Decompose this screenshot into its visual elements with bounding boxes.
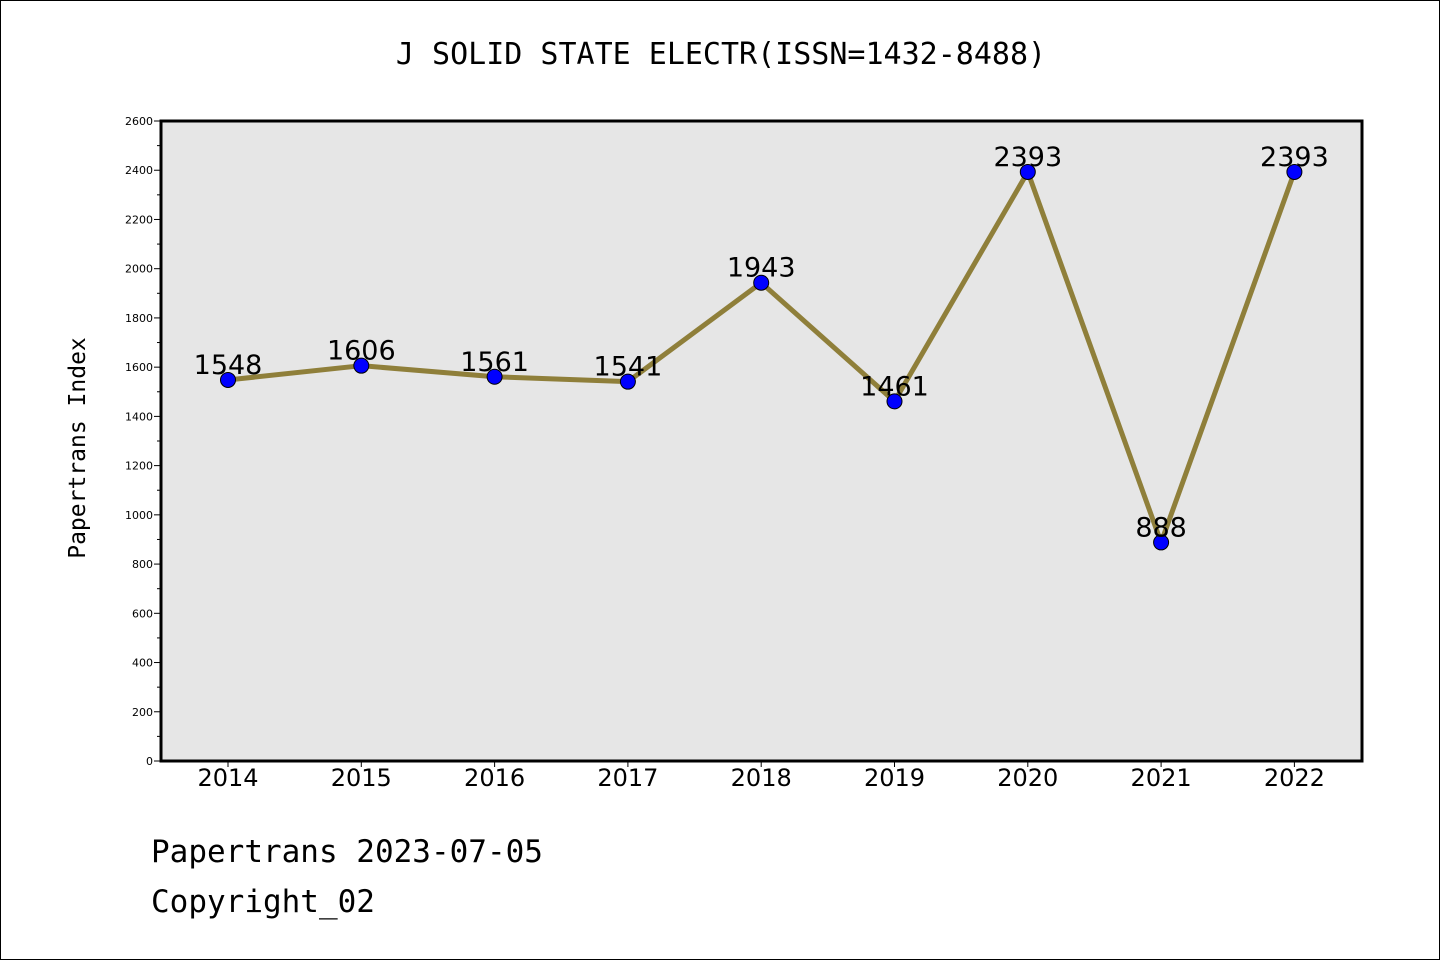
data-point (1153, 534, 1170, 551)
footer-copyright: Copyright_02 (151, 884, 375, 920)
y-tick-label: 2400 (125, 164, 153, 177)
y-tick-label: 2200 (125, 213, 153, 226)
data-labels: 1548 1606 1561 1541 1943 1461 2393 888 2393 (194, 142, 1329, 543)
data-label: 1561 (460, 347, 529, 378)
y-tick-label: 400 (132, 657, 153, 670)
data-point (220, 371, 236, 388)
data-point (353, 357, 370, 374)
y-tick-label: 600 (132, 607, 153, 620)
data-point (1286, 163, 1303, 180)
y-axis-label: Papertrans Index (65, 337, 91, 559)
y-tick-label: 2600 (125, 115, 153, 128)
data-label: 888 (1135, 512, 1187, 543)
data-label: 1943 (727, 253, 796, 284)
y-tick-label: 200 (132, 706, 153, 719)
data-label: 1606 (327, 336, 396, 367)
y-tick-label: 0 (146, 755, 153, 768)
data-label: 1461 (860, 371, 929, 402)
y-tick-label: 1200 (125, 460, 153, 473)
y-tick-label: 800 (132, 558, 153, 571)
x-axis: 2014 2015 2016 2017 2018 2019 2020 2021 2022 (197, 761, 1325, 792)
y-tick-label: 1600 (125, 361, 153, 374)
x-tick-label: 2019 (864, 764, 925, 792)
x-tick-label: 2018 (731, 764, 792, 792)
y-axis: 0 200 400 600 800 1000 1200 1400 1600 1800 2000 220… (125, 115, 161, 768)
y-tick-label: 1800 (125, 312, 153, 325)
data-label: 2393 (993, 142, 1062, 173)
data-point (619, 373, 636, 390)
y-tick-label: 2000 (125, 263, 153, 276)
x-tick-label: 2017 (597, 764, 658, 792)
footer-date: Papertrans 2023-07-05 (151, 834, 543, 870)
y-tick-label: 1000 (125, 509, 153, 522)
data-label: 2393 (1260, 142, 1329, 173)
plot-background (159, 119, 1364, 763)
data-label: 1541 (594, 352, 663, 383)
data-point (1019, 163, 1036, 180)
x-tick-label: 2022 (1264, 764, 1325, 792)
data-label: 1548 (194, 350, 263, 381)
x-tick-label: 2020 (997, 764, 1058, 792)
data-point (886, 393, 903, 410)
x-tick-label: 2021 (1131, 764, 1192, 792)
x-tick-label: 2014 (197, 764, 258, 792)
x-tick-label: 2016 (464, 764, 525, 792)
data-point (486, 368, 503, 385)
series-markers (220, 163, 1303, 551)
chart-title: J SOLID STATE ELECTR(ISSN=1432-8488) (395, 37, 1047, 72)
x-tick-label: 2015 (331, 764, 392, 792)
y-tick-label: 1400 (125, 410, 153, 423)
data-point (753, 274, 770, 291)
